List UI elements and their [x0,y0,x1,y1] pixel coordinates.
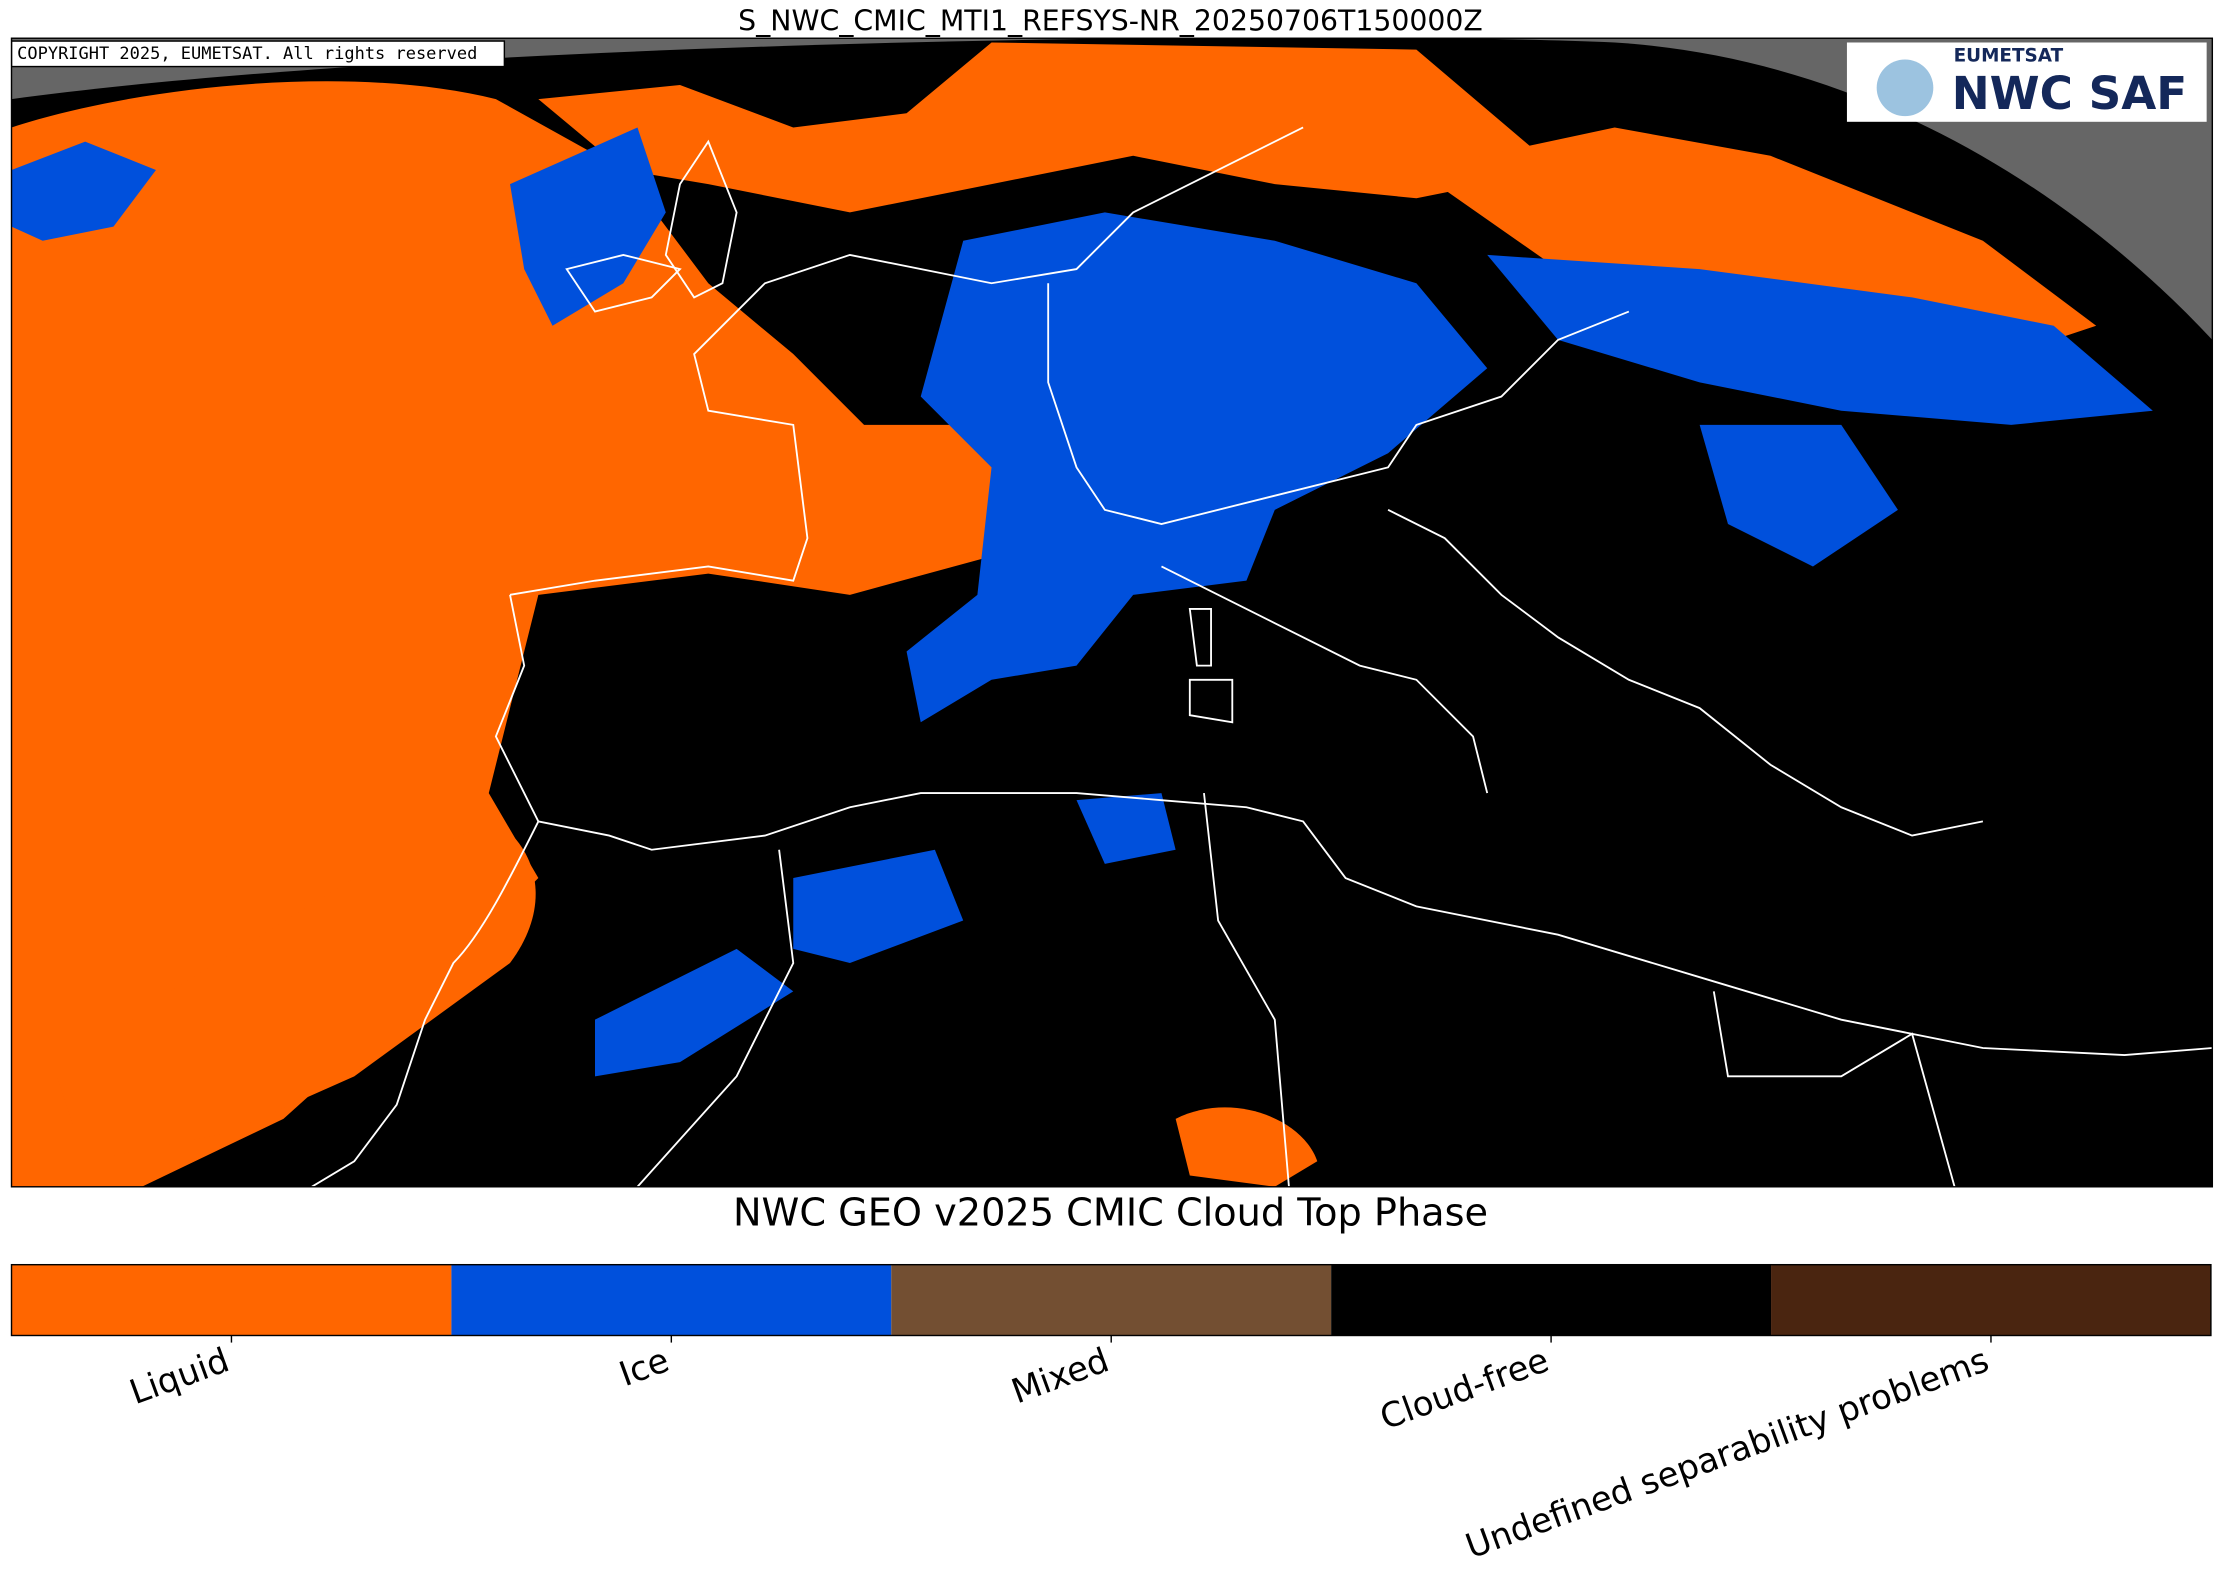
coastlines [311,126,2213,1187]
coastline [565,253,682,313]
colorbar-label: Cloud-free [1375,1340,1554,1438]
figure-title: S_NWC_CMIC_MTI1_REFSYS-NR_20250706T15000… [738,5,1483,38]
logo-main: NWC SAF [1952,67,2188,120]
coastline [1188,608,1212,667]
coastline [1161,565,1489,794]
coastline [664,139,738,299]
map-frame [10,37,2214,1188]
border [1203,792,1290,1187]
border [636,849,795,1187]
liquid-cloud [11,81,1006,1187]
colorbar-swatch [11,1264,452,1336]
colorbar-frame [10,1263,2212,1337]
colorbar-title: NWC GEO v2025 CMIC Cloud Top Phase [733,1192,1488,1236]
ice-cloud [1076,793,1176,864]
colorbar-swatch [451,1264,892,1336]
ice-cloud [793,849,964,964]
colorbar-swatch [891,1264,1332,1336]
coastline [494,594,2213,1057]
colorbar-swatch [1331,1264,1772,1336]
coastline [1387,509,1984,837]
colorbar-swatch [1771,1264,2211,1336]
coastline [311,820,540,1187]
colorbar-label: Mixed [1006,1340,1114,1412]
coastline [1188,678,1234,724]
liquid-cloud [1175,1107,1318,1187]
colorbar-label: Ice [614,1340,674,1395]
liquid-cloud [538,42,1559,213]
copyright: COPYRIGHT 2025, EUMETSAT. All rights res… [17,44,477,64]
coastline [509,126,1304,596]
ice-cloud [906,212,1488,723]
copyright-box [11,40,506,68]
map: COPYRIGHT 2025, EUMETSAT. All rights res… [11,38,2213,1187]
ice-cloud [510,127,666,326]
ice-cloud [1487,254,2153,425]
ice-cloud [1699,424,1898,567]
logo-icon [1876,59,1934,117]
liquid-cloud [1416,127,2097,355]
logo-top: EUMETSAT [1954,46,2064,67]
colorbar-label: Liquid [125,1340,235,1413]
border [1712,991,1956,1187]
border [1047,283,1630,525]
ice-cloud [11,141,156,241]
ice-cloud [594,948,794,1077]
liquid-cloud [56,821,536,1162]
